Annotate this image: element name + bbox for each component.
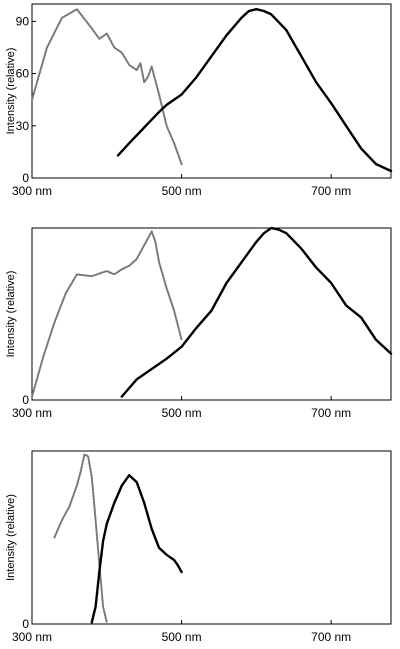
x-tick-label: 500 nm [162, 184, 202, 198]
y-tick-label: 90 [16, 14, 30, 28]
x-tick-label: 700 nm [311, 630, 351, 644]
plot-frame [31, 450, 392, 625]
excitation-curve [53, 453, 108, 624]
x-tick-label: 700 nm [311, 406, 351, 420]
x-tick-label: 300 nm [12, 184, 52, 198]
x-tick-label: 500 nm [162, 630, 202, 644]
y-tick-label: 0 [22, 617, 29, 631]
x-tick-label: 500 nm [162, 406, 202, 420]
y-axis-label: Intensity (relative) [5, 48, 17, 135]
plot-frame [31, 227, 392, 401]
y-tick-label: 30 [16, 119, 30, 133]
x-tick-label: 700 nm [311, 184, 351, 198]
y-axis-label: Intensity (relative) [5, 271, 17, 358]
x-tick-label: 300 nm [12, 630, 52, 644]
emission-curve [116, 7, 393, 173]
y-axis-label: Intensity (relative) [5, 494, 17, 581]
y-tick-label: 60 [16, 67, 30, 81]
excitation-curve [31, 8, 183, 166]
x-tick-label: 300 nm [12, 406, 52, 420]
emission-curve [90, 474, 183, 624]
y-tick-label: 0 [22, 393, 29, 407]
excitation-curve [31, 230, 183, 398]
chart-panel-1: Intensity (relative) 0 30 60 90 300 nm 500 nm 7… [5, 3, 393, 198]
emission-curve [120, 226, 393, 398]
plot-frame [31, 3, 392, 179]
y-tick-label: 0 [22, 171, 29, 185]
